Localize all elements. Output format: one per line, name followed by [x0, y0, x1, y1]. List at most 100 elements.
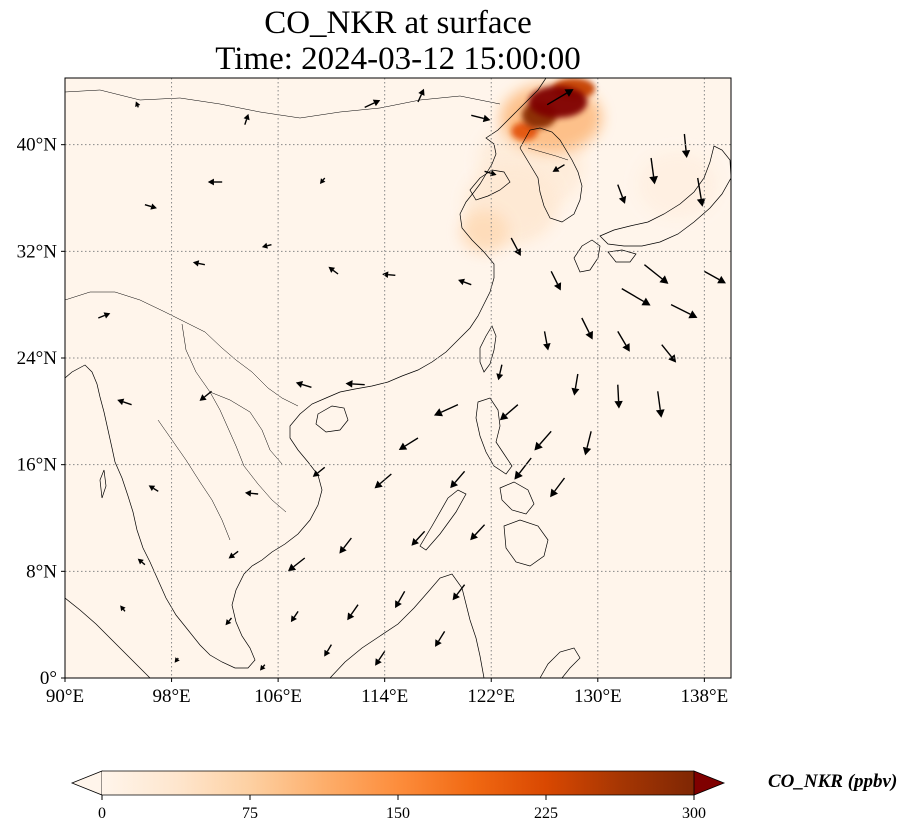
wind-arrow: [621, 288, 651, 306]
border-himalaya: [65, 291, 299, 407]
wind-arrow: [319, 177, 326, 184]
wind-arrow: [207, 178, 223, 186]
colorbar-ticks: 0 75 150 225 300: [98, 795, 706, 822]
coastline-luzon: [475, 397, 513, 475]
lat-tick-label: 40°N: [17, 135, 58, 156]
colorbar-label: CO_NKR (ppbv): [768, 771, 898, 792]
wind-arrow: [295, 381, 312, 389]
wind-arrow: [199, 390, 212, 401]
wind-arrow: [174, 657, 180, 663]
wind-arrow: [433, 404, 459, 417]
wind-arrow: [696, 177, 706, 207]
wind-arrow: [364, 99, 381, 108]
colorbar-over-arrow: [693, 770, 726, 796]
wind-arrow: [450, 470, 466, 489]
gridlines: [65, 78, 731, 678]
wind-arrow: [243, 113, 250, 125]
wind-arrow: [395, 590, 406, 609]
wind-arrow: [382, 271, 396, 278]
coastline-japan-shikoku: [607, 249, 637, 263]
co-concentration-field: [460, 78, 718, 253]
co-plume-8: [528, 86, 588, 118]
wind-arrow: [534, 430, 552, 451]
wind-arrow: [643, 264, 669, 284]
wind-arrow: [375, 650, 386, 666]
wind-arrow: [339, 537, 352, 554]
wind-arrow: [120, 605, 126, 612]
co-plume-3: [460, 210, 509, 253]
lat-tick-label: 16°N: [17, 455, 58, 476]
lon-tick-label: 106°E: [254, 686, 302, 707]
wind-arrow: [510, 237, 521, 256]
wind-arrow: [452, 584, 466, 601]
longitude-axis: 90°E 98°E 106°E 114°E 122°E 130°E 138°E: [46, 678, 728, 707]
coastline-taiwan: [479, 325, 497, 373]
lat-tick-label: 8°N: [26, 561, 57, 582]
coastline-korea: [519, 127, 583, 223]
colorbar-tick-label: 225: [534, 805, 558, 822]
wind-arrow: [617, 184, 627, 204]
wind-arrow: [345, 380, 365, 388]
border-korea: [527, 147, 569, 161]
wind-arrow: [260, 664, 266, 671]
wind-arrow: [324, 644, 333, 657]
wind-arrow: [582, 431, 592, 456]
wind-arrow: [471, 114, 491, 123]
wind-arrow: [290, 610, 299, 623]
lon-tick-label: 122°E: [467, 686, 515, 707]
map-title: CO_NKR at surface: [264, 5, 532, 41]
wind-arrow: [571, 373, 580, 396]
coastline-hainan: [315, 405, 349, 433]
colorbar-gradient: [102, 771, 694, 795]
wind-arrow: [192, 260, 205, 267]
coastline-mindanao: [503, 519, 549, 567]
wind-arrow: [144, 203, 157, 210]
wind-arrow: [374, 473, 392, 489]
wind-arrow: [514, 457, 532, 480]
map-panel: 90°E 98°E 106°E 114°E 122°E 130°E 138°E 0° 8°N 1…: [17, 77, 732, 707]
border-indochina-2: [209, 391, 283, 465]
lon-tick-label: 114°E: [361, 686, 408, 707]
coastline-andaman: [99, 469, 107, 499]
wind-arrow: [398, 437, 419, 450]
colorbar-tick-label: 150: [386, 805, 410, 822]
wind-arrow: [550, 271, 562, 291]
coastline-sulawesi: [539, 647, 581, 678]
wind-arrow: [137, 558, 146, 566]
wind-arrow: [435, 630, 446, 647]
colorbar-tick-label: 0: [98, 805, 106, 822]
wind-arrow: [546, 89, 574, 106]
coastline-shandong: [469, 169, 511, 201]
wind-arrow: [347, 604, 359, 621]
map-time-subtitle: Time: 2024-03-12 15:00:00: [215, 41, 581, 77]
wind-vectors: [98, 88, 726, 671]
wind-arrow: [543, 331, 551, 351]
wind-arrow: [655, 391, 665, 418]
wind-arrow: [228, 550, 239, 559]
wind-arrow: [244, 490, 259, 497]
country-borders: [65, 89, 569, 541]
wind-arrow: [225, 617, 233, 626]
wind-arrow: [98, 312, 111, 319]
coastline-palawan: [419, 489, 467, 551]
wind-arrow: [312, 466, 326, 477]
wind-arrow: [470, 524, 486, 541]
wind-arrow: [614, 384, 623, 409]
co-plume-0: [637, 151, 718, 218]
lon-tick-label: 98°E: [152, 686, 190, 707]
border-north: [65, 89, 141, 101]
border-indochina-3: [157, 419, 231, 541]
wind-arrow: [681, 133, 691, 158]
border-indochina-1: [181, 323, 287, 513]
wind-arrow: [661, 344, 677, 363]
wind-arrow: [581, 317, 593, 340]
wind-arrow: [496, 364, 504, 381]
colorbar-tick-label: 75: [242, 805, 258, 822]
border-mongolia: [139, 95, 501, 119]
coastline-japan-honshu: [599, 145, 731, 247]
coastline-japan-kyushu: [573, 239, 601, 273]
wind-arrow: [670, 304, 698, 319]
lon-tick-label: 138°E: [681, 686, 729, 707]
wind-arrow: [135, 101, 141, 108]
